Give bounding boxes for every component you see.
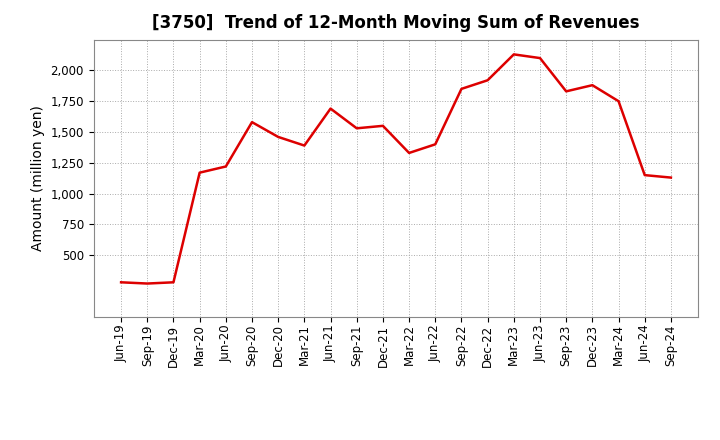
Title: [3750]  Trend of 12-Month Moving Sum of Revenues: [3750] Trend of 12-Month Moving Sum of R… [152, 15, 640, 33]
Y-axis label: Amount (million yen): Amount (million yen) [31, 105, 45, 251]
